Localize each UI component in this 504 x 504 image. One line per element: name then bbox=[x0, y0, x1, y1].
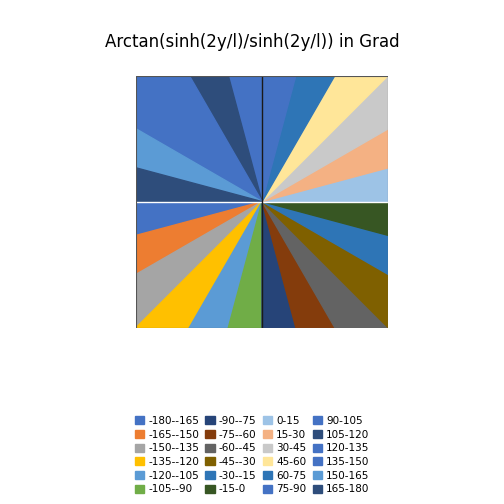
Polygon shape bbox=[0, 202, 262, 504]
Legend: -180--165, -165--150, -150--135, -135--120, -120--105, -105--90, -90--75, -75--6: -180--165, -165--150, -150--135, -135--1… bbox=[133, 414, 371, 496]
Polygon shape bbox=[262, 0, 504, 202]
Polygon shape bbox=[262, 0, 504, 202]
Polygon shape bbox=[262, 202, 504, 454]
Polygon shape bbox=[0, 0, 262, 202]
Polygon shape bbox=[0, 202, 262, 454]
Polygon shape bbox=[0, 202, 262, 332]
Polygon shape bbox=[262, 202, 504, 504]
Polygon shape bbox=[262, 0, 504, 202]
Polygon shape bbox=[132, 0, 262, 202]
Polygon shape bbox=[0, 71, 262, 202]
Polygon shape bbox=[10, 0, 262, 202]
Polygon shape bbox=[262, 71, 504, 202]
Polygon shape bbox=[262, 0, 393, 202]
Polygon shape bbox=[262, 202, 504, 504]
Polygon shape bbox=[0, 0, 262, 202]
Polygon shape bbox=[132, 202, 262, 504]
Polygon shape bbox=[262, 202, 393, 504]
Polygon shape bbox=[262, 0, 504, 202]
Polygon shape bbox=[262, 202, 504, 332]
Polygon shape bbox=[262, 202, 504, 504]
Text: Arctan(sinh(2y/l)/sinh(2y/l)) in Grad: Arctan(sinh(2y/l)/sinh(2y/l)) in Grad bbox=[105, 33, 399, 51]
Polygon shape bbox=[10, 202, 262, 504]
Polygon shape bbox=[0, 202, 262, 504]
Polygon shape bbox=[0, 0, 262, 202]
